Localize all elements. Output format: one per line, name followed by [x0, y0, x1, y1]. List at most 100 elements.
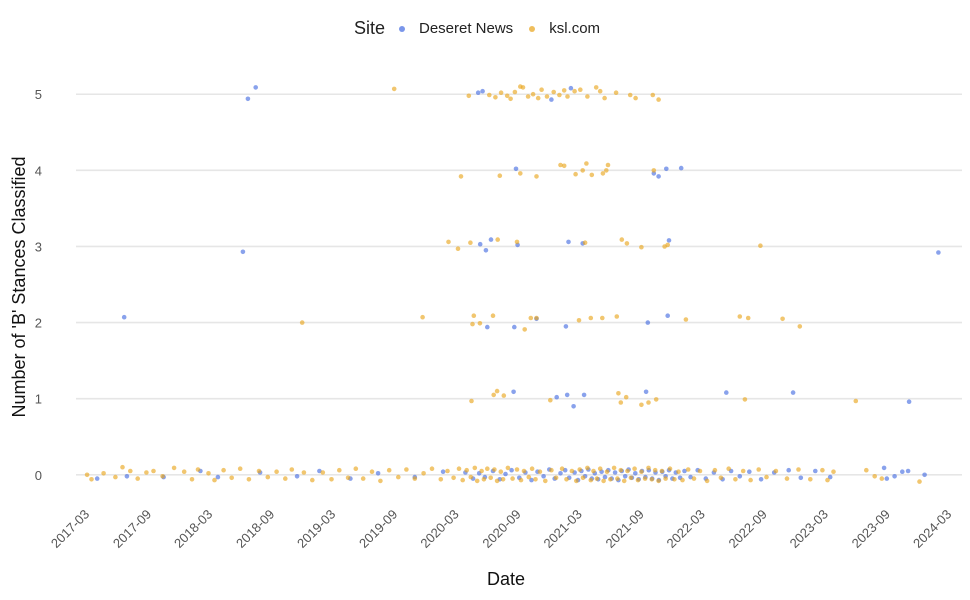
point-ksl-com — [464, 467, 470, 473]
point-deseret-news — [892, 474, 897, 479]
point-ksl-com — [853, 398, 859, 404]
point-ksl-com — [544, 94, 550, 99]
point-ksl-com — [582, 240, 588, 245]
point-ksl-com — [672, 477, 677, 482]
point-ksl-com — [597, 88, 603, 94]
point-ksl-com — [493, 95, 498, 100]
point-ksl-com — [491, 392, 497, 398]
point-ksl-com — [628, 475, 634, 481]
point-ksl-com — [494, 388, 500, 394]
point-ksl-com — [488, 475, 494, 481]
point-ksl-com — [548, 397, 553, 403]
point-ksl-com — [504, 93, 510, 99]
point-ksl-com — [466, 93, 472, 99]
point-ksl-com — [600, 315, 605, 321]
point-ksl-com — [764, 474, 769, 480]
point-ksl-com — [604, 469, 610, 475]
point-ksl-com — [543, 478, 548, 484]
point-ksl-com — [559, 466, 565, 472]
point-deseret-news — [480, 88, 485, 94]
point-ksl-com — [481, 477, 487, 482]
point-ksl-com — [879, 476, 885, 481]
point-ksl-com — [151, 468, 156, 474]
point-ksl-com — [663, 476, 668, 481]
point-deseret-news — [477, 241, 483, 247]
point-ksl-com — [479, 468, 484, 474]
point-deseret-news — [906, 399, 912, 405]
point-ksl-com — [237, 466, 243, 472]
point-ksl-com — [386, 467, 392, 473]
point-ksl-com — [572, 88, 577, 94]
point-deseret-news — [665, 313, 670, 319]
point-ksl-com — [404, 467, 409, 472]
y-tick-label-0: 0 — [35, 468, 42, 483]
point-ksl-com — [573, 171, 578, 177]
point-ksl-com — [420, 314, 425, 320]
point-ksl-com — [576, 318, 582, 323]
point-deseret-news — [509, 467, 514, 473]
x-axis-title: Date — [487, 569, 525, 589]
x-tick-label-2023-03: 2023-03 — [787, 507, 831, 551]
point-ksl-com — [808, 477, 813, 482]
point-deseret-news — [571, 404, 576, 409]
point-deseret-news — [488, 237, 494, 242]
point-ksl-com — [611, 465, 617, 471]
point-deseret-news — [215, 474, 221, 480]
point-ksl-com — [528, 315, 534, 321]
point-ksl-com — [742, 397, 748, 402]
point-ksl-com — [872, 474, 877, 479]
point-ksl-com — [206, 471, 211, 476]
point-deseret-news — [678, 165, 684, 171]
point-deseret-news — [529, 477, 534, 483]
y-tick-label-5: 5 — [35, 87, 42, 102]
point-ksl-com — [683, 317, 689, 322]
point-ksl-com — [510, 476, 515, 481]
point-ksl-com — [646, 465, 651, 471]
point-ksl-com — [378, 478, 383, 484]
point-ksl-com — [495, 237, 501, 242]
point-ksl-com — [588, 315, 594, 321]
x-tick-label-2020-03: 2020-03 — [417, 507, 461, 551]
point-ksl-com — [412, 476, 418, 481]
point-ksl-com — [353, 466, 359, 472]
point-ksl-com — [565, 94, 570, 99]
point-ksl-com — [429, 466, 435, 472]
point-ksl-com — [529, 466, 535, 472]
point-ksl-com — [593, 85, 599, 90]
point-deseret-news — [483, 248, 489, 253]
point-deseret-news — [622, 474, 628, 479]
point-ksl-com — [733, 477, 738, 482]
point-ksl-com — [505, 465, 511, 471]
x-tick-label-2019-09: 2019-09 — [356, 507, 400, 551]
point-deseret-news — [253, 85, 258, 90]
point-ksl-com — [128, 468, 133, 474]
point-deseret-news — [664, 166, 669, 172]
point-ksl-com — [445, 468, 450, 474]
point-ksl-com — [653, 397, 659, 402]
point-deseret-news — [558, 471, 563, 476]
point-ksl-com — [469, 398, 474, 404]
point-ksl-com — [514, 467, 520, 472]
point-ksl-com — [451, 475, 456, 481]
point-ksl-com — [500, 477, 506, 482]
point-deseret-news — [511, 389, 516, 395]
x-tick-label-2017-09: 2017-09 — [110, 507, 154, 551]
point-ksl-com — [608, 477, 613, 482]
point-ksl-com — [492, 467, 497, 472]
point-ksl-com — [558, 162, 563, 168]
legend: Site Deseret News ksl.com — [0, 18, 970, 39]
point-ksl-com — [619, 237, 625, 242]
point-ksl-com — [468, 474, 474, 480]
point-ksl-com — [299, 320, 305, 325]
point-deseret-news — [813, 468, 818, 474]
point-ksl-com — [512, 89, 518, 95]
data-points — [84, 84, 941, 484]
point-ksl-com — [320, 470, 326, 475]
point-ksl-com — [561, 88, 567, 93]
point-deseret-news — [294, 474, 300, 479]
point-ksl-com — [522, 327, 527, 332]
point-ksl-com — [594, 476, 600, 481]
point-ksl-com — [585, 465, 590, 471]
point-ksl-com — [618, 400, 624, 405]
